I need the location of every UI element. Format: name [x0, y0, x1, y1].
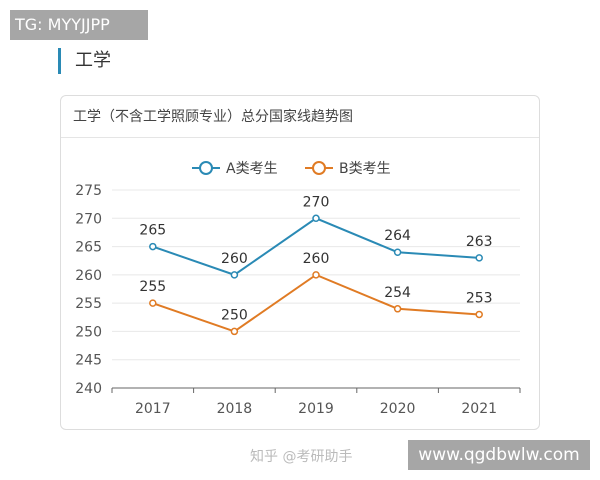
data-label: 250: [221, 307, 248, 323]
data-point: [393, 305, 402, 313]
data-point: [149, 299, 157, 307]
data-label: 260: [303, 251, 330, 267]
legend-label: B类考生: [339, 161, 391, 177]
data-point: [475, 310, 483, 319]
data-label: 263: [466, 234, 493, 250]
y-tick-label: 270: [75, 211, 102, 227]
y-tick-label: 250: [75, 324, 102, 340]
data-point: [149, 242, 157, 251]
legend-marker: [312, 161, 326, 175]
x-tick-label: 2020: [380, 401, 416, 417]
site-label: www.qgdbwlw.com: [408, 440, 590, 470]
legend-marker: [199, 161, 213, 175]
data-label: 270: [303, 194, 330, 210]
section-title: 工学: [58, 48, 111, 74]
data-label: 264: [384, 228, 411, 244]
x-tick-label: 2018: [217, 401, 253, 417]
data-point: [230, 271, 239, 279]
data-point: [475, 254, 483, 262]
y-tick-label: 240: [75, 381, 102, 397]
data-label: 260: [221, 251, 248, 267]
x-tick-label: 2017: [135, 401, 171, 417]
y-tick-label: 245: [75, 353, 102, 369]
data-label: 265: [139, 223, 166, 239]
chart-title: 工学（不含工学照顾专业）总分国家线趋势图: [73, 109, 353, 125]
x-tick-label: 2021: [461, 401, 497, 417]
y-tick-label: 260: [75, 268, 102, 284]
data-point: [312, 214, 320, 223]
data-label: 253: [466, 290, 493, 306]
watermark: 知乎 @考研助手: [250, 449, 353, 465]
x-tick-label: 2019: [298, 401, 334, 417]
data-point: [312, 271, 320, 279]
data-label: 254: [384, 285, 411, 301]
tg-label: TG: MYYJJPP: [10, 10, 148, 40]
data-label: 255: [139, 279, 166, 295]
divider: [61, 137, 539, 138]
y-tick-label: 255: [75, 296, 102, 312]
data-point: [230, 327, 239, 336]
y-tick-label: 275: [75, 183, 102, 199]
data-point: [393, 248, 402, 256]
chart-card: 工学（不含工学照顾专业）总分国家线趋势图: [60, 95, 540, 430]
y-tick-label: 265: [75, 240, 102, 256]
legend-label: A类考生: [226, 161, 278, 177]
